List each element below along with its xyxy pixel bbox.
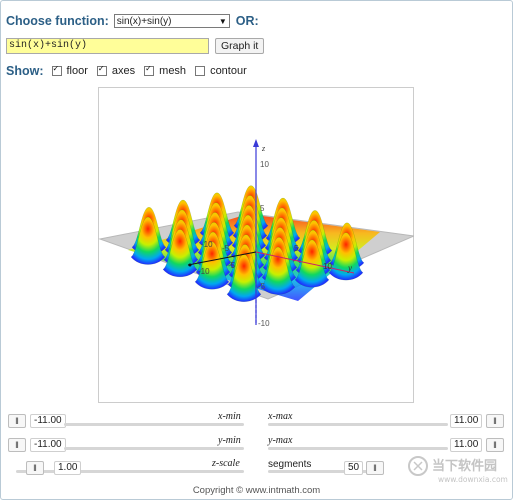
segments-value: 50 <box>344 461 364 475</box>
y-tick-5: 5 <box>294 244 299 253</box>
z-scale-value: 1.00 <box>54 461 82 475</box>
x-min-label: x-min <box>218 411 241 422</box>
watermark-mark-icon <box>413 461 423 471</box>
contour-checkbox[interactable] <box>195 66 206 76</box>
x-min-slider-track[interactable] <box>64 423 244 426</box>
x-min-slider-handle[interactable]: ‖ <box>8 414 26 428</box>
y-axis-line <box>255 251 355 274</box>
watermark-circle-icon <box>408 456 428 476</box>
x-axis-end <box>188 263 192 267</box>
x-tick-neg10: -10 <box>198 267 210 276</box>
z-tick-10: 10 <box>260 160 269 169</box>
surface-peak <box>328 232 364 281</box>
contour-label: contour <box>210 65 247 77</box>
y-max-label: y-max <box>268 435 293 446</box>
downxia-watermark-logo: 当下软件园 www.downxia.com <box>408 456 508 484</box>
y-range-slider-row: ‖ -11.00 y-min y-max 11.00 ‖ <box>0 435 513 457</box>
function-select-value: sin(x)+sin(y) <box>116 16 172 27</box>
floor-label: floor <box>66 65 88 77</box>
choose-function-row: Choose function: sin(x)+sin(y) ▼ OR: <box>6 12 259 30</box>
segments-label: segments <box>268 459 312 470</box>
y-tick-neg10: -10 <box>201 240 213 249</box>
scale-slider-row: ‖ 1.00 z-scale segments 50 ‖ <box>0 458 513 480</box>
z-tick-neg5: -5 <box>258 282 266 291</box>
y-max-slider-handle[interactable]: ‖ <box>486 438 504 452</box>
watermark-main-text: 当下软件园 <box>432 458 497 474</box>
copyright-footer: Copyright © www.intmath.com <box>192 485 321 496</box>
show-options-row: Show: floor axes mesh contour <box>6 64 253 78</box>
function-input[interactable]: sin(x)+sin(y) <box>6 38 209 54</box>
y-min-label: y-min <box>218 435 241 446</box>
y-tick-neg5: -5 <box>222 244 230 253</box>
y-min-slider-handle[interactable]: ‖ <box>8 438 26 452</box>
axes-label: axes <box>111 65 136 77</box>
z-scale-slider-handle[interactable]: ‖ <box>26 461 44 475</box>
z-scale-slider-track[interactable] <box>16 470 244 473</box>
x-axis-line <box>187 251 257 266</box>
z-axis-label: z <box>261 144 266 153</box>
surface-peak <box>260 246 296 295</box>
x-max-slider-handle[interactable]: ‖ <box>486 414 504 428</box>
mesh-checkbox[interactable] <box>144 64 155 76</box>
x-max-value: 11.00 <box>450 414 483 428</box>
surface-peak <box>226 253 262 302</box>
z-tick-5: 5 <box>260 204 265 213</box>
x-min-value: -11.00 <box>30 414 66 428</box>
segments-slider-track[interactable] <box>268 470 378 473</box>
chevron-down-icon: ▼ <box>218 17 227 26</box>
show-label: Show: <box>6 64 44 78</box>
surface-peak <box>194 241 230 290</box>
segments-slider-handle[interactable]: ‖ <box>366 461 384 475</box>
x-max-label: x-max <box>268 411 293 422</box>
y-max-slider-track[interactable] <box>268 447 448 450</box>
or-label: OR: <box>235 14 259 28</box>
y-min-slider-track[interactable] <box>64 447 244 450</box>
mesh-label: mesh <box>159 65 187 77</box>
x-tick-neg5: -5 <box>228 261 236 270</box>
y-tick-10: 10 <box>323 262 332 271</box>
floor-checkbox[interactable] <box>51 64 62 76</box>
watermark-sub-text: www.downxia.com <box>438 475 508 484</box>
choose-function-label: Choose function: <box>6 14 109 28</box>
y-axis-label: y <box>347 263 352 273</box>
x-max-slider-track[interactable] <box>268 423 448 426</box>
function-select[interactable]: sin(x)+sin(y) ▼ <box>113 14 230 28</box>
x-range-slider-row: ‖ -11.00 x-min x-max 11.00 ‖ <box>0 411 513 433</box>
z-axis-arrow-icon <box>253 139 259 147</box>
z-scale-label: z-scale <box>212 458 240 469</box>
graph-it-button[interactable]: Graph it <box>215 38 265 54</box>
y-max-value: 11.00 <box>450 438 483 452</box>
surface-peaks <box>130 185 365 302</box>
function-input-row: sin(x)+sin(y) Graph it <box>6 38 265 54</box>
z-tick-neg10: -10 <box>258 319 270 328</box>
surface-plot-canvas[interactable]: z 10 5 -5 -10 -10 -5 5 10 y -10 -5 <box>98 87 414 403</box>
surface-peak <box>130 216 166 265</box>
y-min-value: -11.00 <box>30 438 66 452</box>
axes-checkbox[interactable] <box>96 64 107 76</box>
